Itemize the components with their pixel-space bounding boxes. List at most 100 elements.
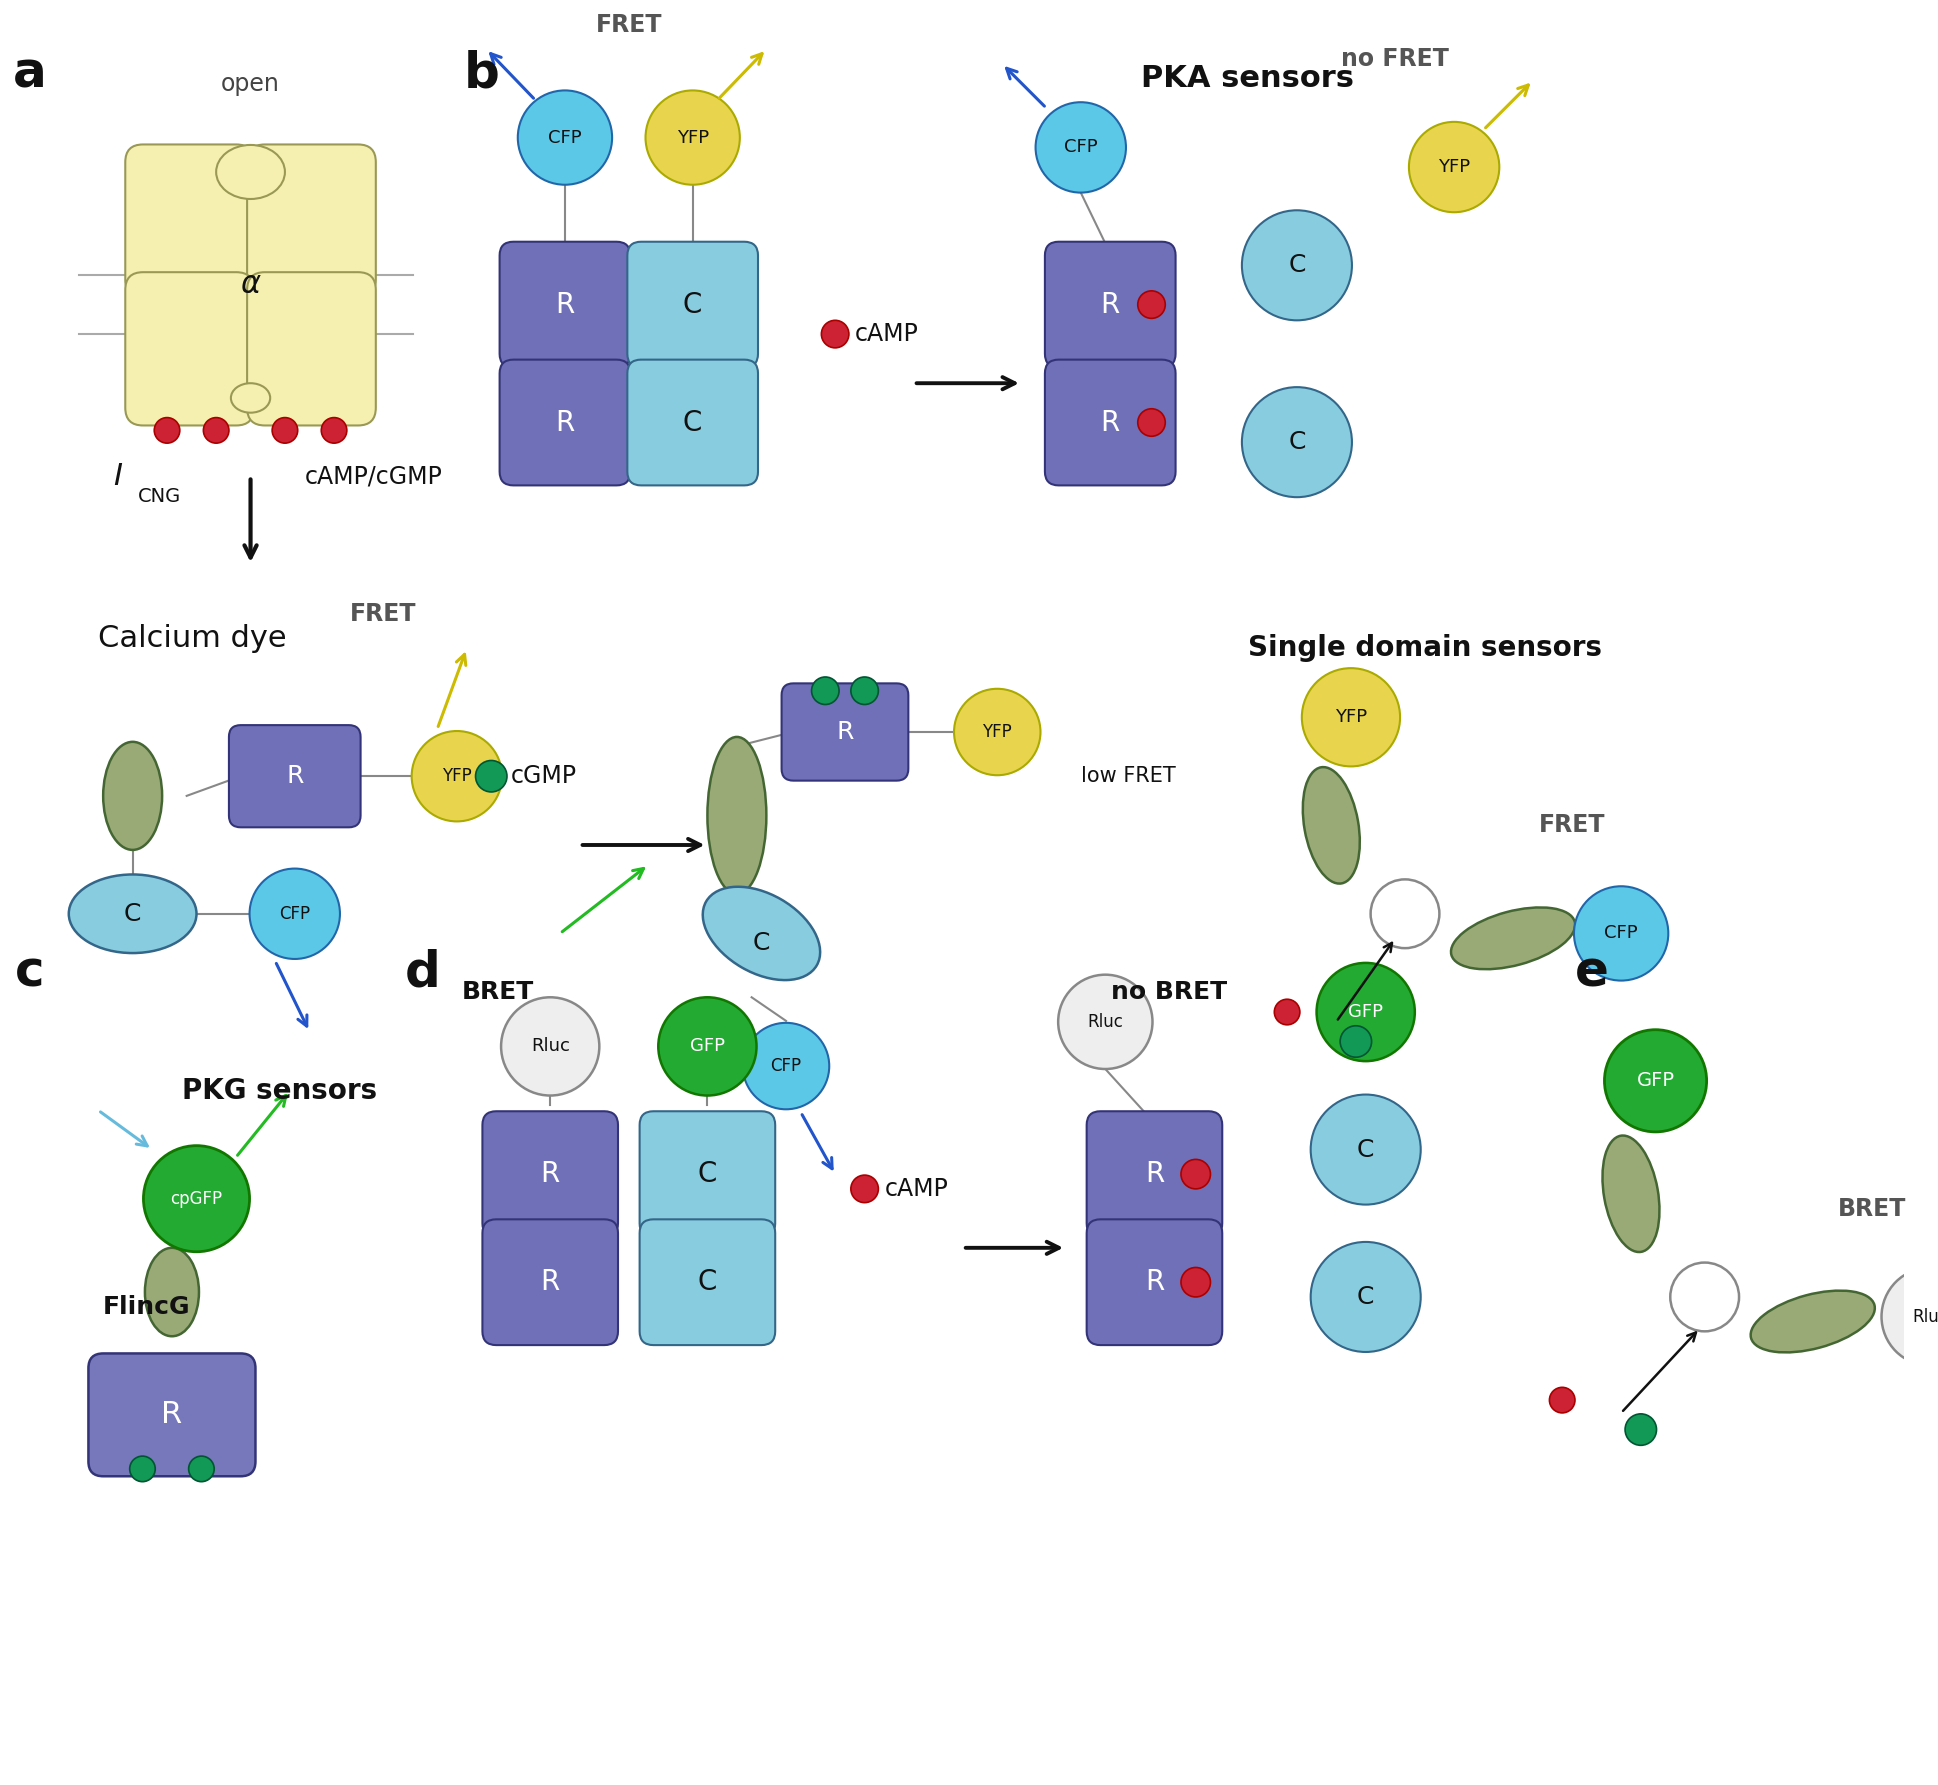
Text: R: R [556,409,574,437]
Ellipse shape [217,145,285,198]
Circle shape [517,91,612,184]
Text: d: d [405,948,440,996]
Ellipse shape [1750,1291,1874,1353]
Circle shape [1574,887,1669,980]
Text: CNG: CNG [138,487,180,505]
Text: PKG sensors: PKG sensors [182,1076,378,1105]
Text: low FRET: low FRET [1081,766,1176,785]
Text: R: R [1101,409,1120,437]
FancyBboxPatch shape [483,1219,618,1346]
Circle shape [475,760,508,793]
Ellipse shape [1603,1135,1659,1251]
Text: GFP: GFP [1636,1071,1674,1091]
FancyBboxPatch shape [1087,1219,1223,1346]
Ellipse shape [1452,907,1576,969]
Circle shape [1316,962,1415,1060]
Text: no BRET: no BRET [1110,980,1227,1005]
Text: CFP: CFP [548,129,581,146]
Circle shape [250,869,339,959]
Circle shape [502,998,599,1096]
Circle shape [188,1457,215,1482]
Ellipse shape [703,887,820,980]
Circle shape [155,418,180,443]
Circle shape [742,1023,829,1108]
Circle shape [1370,880,1440,948]
FancyBboxPatch shape [126,271,254,425]
Text: YFP: YFP [983,723,1012,741]
Text: GFP: GFP [690,1037,725,1055]
Text: FRET: FRET [351,602,417,627]
Circle shape [659,998,756,1096]
Text: open: open [221,71,279,96]
Text: BRET: BRET [461,980,535,1005]
Circle shape [1275,1000,1300,1025]
Text: C: C [1357,1137,1374,1162]
Text: α: α [240,271,260,300]
Text: R: R [541,1160,560,1189]
Text: FlincG: FlincG [103,1294,190,1319]
Circle shape [1310,1094,1421,1205]
Circle shape [143,1146,250,1251]
Text: c: c [16,948,45,996]
Circle shape [1242,211,1353,320]
Text: Rluc: Rluc [531,1037,570,1055]
FancyBboxPatch shape [89,1353,256,1476]
Text: GFP: GFP [1349,1003,1384,1021]
FancyBboxPatch shape [248,145,376,298]
Circle shape [1626,1414,1657,1446]
Circle shape [1138,291,1165,318]
Ellipse shape [707,737,766,894]
FancyBboxPatch shape [781,684,909,780]
Text: CFP: CFP [771,1057,802,1075]
Text: BRET: BRET [1837,1196,1905,1221]
Circle shape [322,418,347,443]
Circle shape [851,677,878,705]
Circle shape [411,732,502,821]
Ellipse shape [103,743,163,850]
Circle shape [1605,1030,1707,1132]
Text: C: C [752,932,769,955]
Text: C: C [682,291,702,318]
Circle shape [1058,975,1153,1069]
Text: R: R [161,1401,182,1430]
Circle shape [1242,387,1353,498]
Text: R: R [287,764,304,789]
Text: R: R [837,719,853,744]
Text: R: R [1101,291,1120,318]
Text: C: C [698,1267,717,1296]
FancyBboxPatch shape [1045,359,1176,486]
Text: cGMP: cGMP [512,764,578,789]
FancyBboxPatch shape [628,241,758,368]
FancyBboxPatch shape [1087,1112,1223,1237]
Ellipse shape [68,875,196,953]
Text: C: C [1289,430,1306,453]
Text: YFP: YFP [1335,709,1366,726]
Circle shape [1341,1026,1372,1057]
Text: e: e [1576,948,1609,996]
Text: Calcium dye: Calcium dye [99,625,287,653]
Text: I: I [112,462,122,491]
Text: cAMP: cAMP [855,321,919,346]
Ellipse shape [1302,768,1360,884]
Text: cpGFP: cpGFP [171,1189,223,1208]
Circle shape [953,689,1041,775]
Circle shape [851,1175,878,1203]
Circle shape [822,320,849,348]
FancyBboxPatch shape [126,145,254,298]
Text: C: C [1289,253,1306,277]
Ellipse shape [145,1248,200,1337]
Circle shape [1310,1242,1421,1351]
FancyBboxPatch shape [628,359,758,486]
Circle shape [812,677,839,705]
Circle shape [1671,1262,1738,1332]
Text: R: R [556,291,574,318]
Text: Rluc: Rluc [1087,1012,1124,1032]
Text: C: C [682,409,702,437]
Text: Single domain sensors: Single domain sensors [1248,634,1601,662]
Text: no FRET: no FRET [1341,46,1450,71]
Text: PKA sensors: PKA sensors [1141,64,1355,93]
Text: a: a [14,50,47,98]
Text: cAMP/cGMP: cAMP/cGMP [304,464,442,489]
Circle shape [645,91,740,184]
Text: YFP: YFP [1438,159,1471,177]
